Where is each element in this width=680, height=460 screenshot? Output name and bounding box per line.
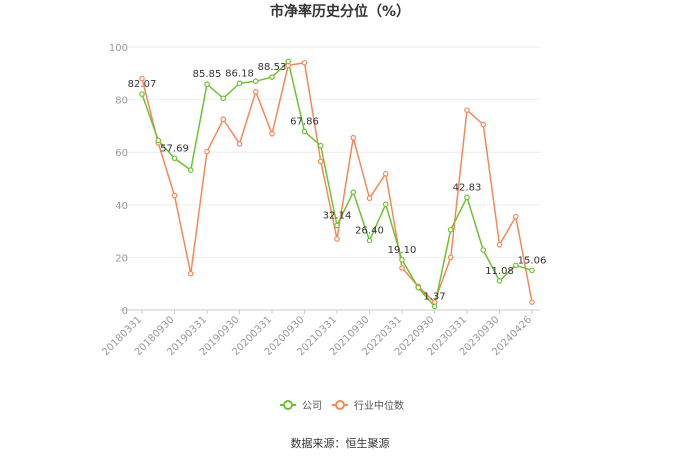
series-point-0 — [155, 137, 162, 144]
legend-label-industry-median: 行业中位数 — [354, 399, 404, 412]
data-label: 57.69 — [160, 143, 189, 154]
y-tick-label: 60 — [115, 148, 128, 159]
series-point-0 — [529, 267, 535, 274]
legend-label-company: 公司 — [302, 401, 322, 412]
series-point-0 — [496, 278, 503, 284]
series-point-0 — [204, 81, 210, 88]
series-point-0 — [480, 247, 487, 253]
series-point-1 — [366, 195, 373, 202]
chart-title: 市净率历史分位（%） — [270, 3, 410, 20]
series-point-0 — [252, 78, 259, 84]
y-tick-label: 100 — [109, 43, 128, 54]
series-point-0 — [350, 189, 357, 195]
series-point-1 — [317, 158, 324, 165]
legend-item-industry-median[interactable]: 行业中位数 — [332, 399, 404, 412]
legend-marker-industry-median — [335, 400, 345, 410]
data-label: 67.86 — [290, 117, 319, 128]
series-point-0 — [187, 167, 194, 173]
series-point-0 — [447, 226, 454, 233]
series-point-0 — [139, 91, 145, 97]
series-point-0 — [366, 237, 373, 244]
data-labels: 82.07 57.69 85.85 86.18 88.53 67.86 32.1426.40… — [128, 62, 547, 302]
series-point-0 — [317, 142, 324, 149]
data-label: 19.10 — [388, 245, 417, 256]
series-point-1 — [269, 130, 275, 137]
series-point-0 — [431, 303, 438, 310]
y-tick-label: 0 — [122, 306, 128, 317]
x-axis: 2018033120180930201903312019093020200331… — [100, 310, 534, 358]
data-label: 82.07 — [128, 79, 157, 90]
series-point-1 — [301, 59, 308, 66]
series-point-1 — [334, 236, 340, 242]
series-point-1 — [512, 213, 519, 220]
series-point-0 — [512, 262, 519, 269]
y-tick-label: 80 — [115, 96, 128, 107]
series-point-0 — [415, 284, 422, 291]
series-point-0 — [171, 155, 178, 162]
series-point-0 — [399, 256, 405, 263]
series-point-1 — [447, 254, 454, 261]
y-tick-label: 40 — [115, 201, 128, 212]
data-source: 数据来源：恒生聚源 — [291, 436, 390, 450]
legend[interactable]: 公司 行业中位数 — [280, 399, 404, 412]
series-point-0 — [220, 95, 227, 102]
data-label: 85.85 — [193, 69, 222, 80]
data-label: 88.53 — [258, 62, 287, 73]
y-tick-label: 20 — [115, 253, 128, 264]
series-point-0 — [301, 128, 308, 135]
series-point-1 — [480, 121, 487, 128]
data-label: 11.08 — [485, 266, 514, 277]
data-label: 32.14 — [323, 210, 352, 221]
data-label: 15.06 — [518, 255, 547, 266]
legend-marker-company — [283, 400, 293, 410]
series-point-1 — [187, 270, 194, 277]
series-point-0 — [382, 201, 389, 208]
series-point-1 — [382, 170, 389, 177]
series-point-1 — [220, 116, 227, 123]
series-point-0 — [285, 58, 292, 65]
data-label: 86.18 — [225, 68, 254, 79]
legend-item-company[interactable]: 公司 — [280, 400, 322, 412]
series-point-1 — [204, 148, 210, 155]
series-point-1 — [139, 75, 145, 82]
series-point-0 — [236, 80, 243, 87]
data-label: 26.40 — [355, 226, 384, 237]
series-point-1 — [236, 140, 243, 147]
series-point-1 — [464, 107, 470, 113]
series-point-1 — [496, 241, 503, 248]
data-label: 42.83 — [453, 182, 482, 193]
series-point-1 — [350, 134, 357, 141]
grid — [120, 46, 540, 311]
series-point-1 — [252, 88, 259, 95]
data-label: 1.37 — [423, 291, 445, 302]
series-point-1 — [399, 265, 405, 271]
series-layer — [139, 58, 535, 310]
series-point-0 — [334, 222, 340, 229]
series-point-0 — [464, 194, 470, 201]
series-point-1 — [529, 299, 535, 305]
y-axis: 0 20 40 60 80 100 — [109, 43, 128, 317]
series-point-1 — [171, 192, 178, 199]
series-point-0 — [269, 74, 275, 80]
